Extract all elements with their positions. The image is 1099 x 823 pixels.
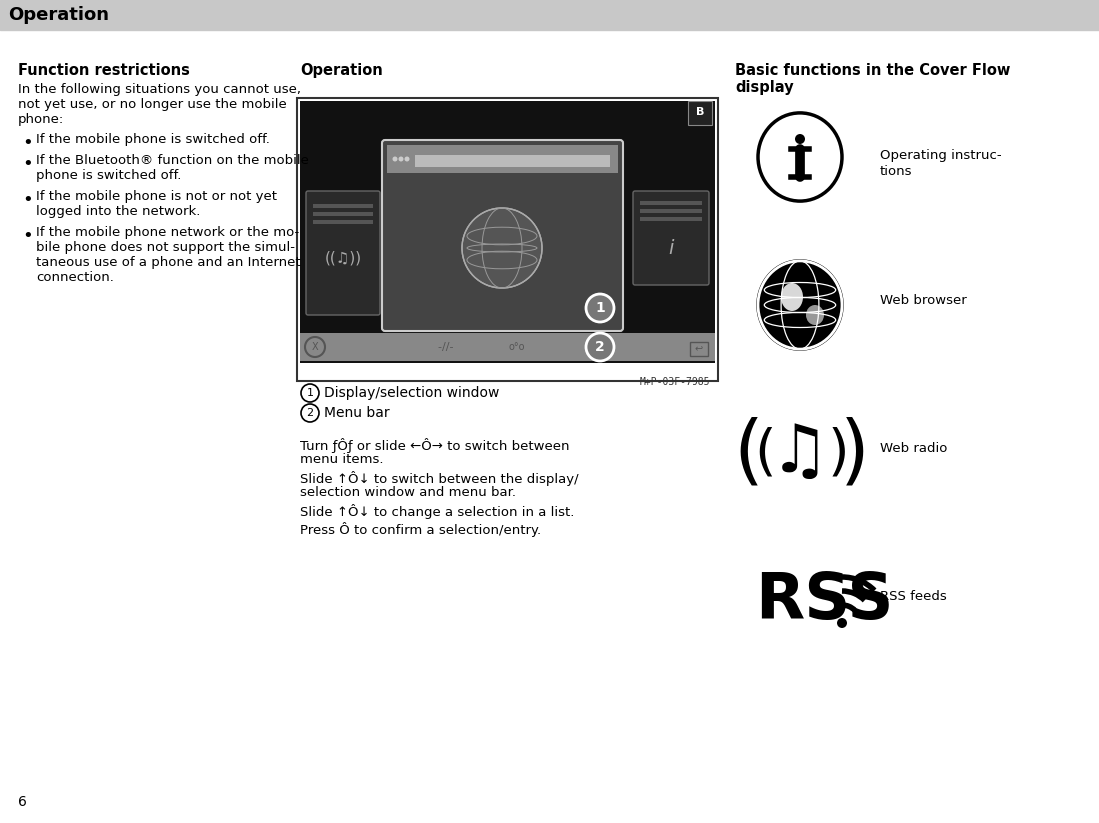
Text: •: • [22, 134, 33, 152]
Text: ((♫)): ((♫)) [324, 250, 362, 266]
Ellipse shape [758, 261, 842, 349]
FancyBboxPatch shape [633, 191, 709, 285]
Text: (: ( [754, 426, 776, 480]
Text: ): ) [840, 416, 870, 490]
Text: 2: 2 [307, 408, 313, 418]
Bar [313, 220, 373, 224]
Text: display: display [735, 80, 793, 95]
Text: Display/selection window: Display/selection window [324, 386, 499, 400]
Text: -//-: -//- [437, 342, 456, 352]
Text: 1: 1 [307, 388, 313, 398]
Text: If the mobile phone network or the mo-: If the mobile phone network or the mo- [36, 226, 299, 239]
Text: Operation: Operation [300, 63, 382, 78]
Text: RSS feeds: RSS feeds [880, 589, 946, 602]
Bar [640, 209, 702, 213]
Bar [313, 204, 373, 208]
Circle shape [795, 134, 804, 144]
Circle shape [301, 384, 319, 402]
Text: selection window and menu bar.: selection window and menu bar. [300, 486, 517, 499]
Bar [0, 0, 1099, 30]
Text: Function restrictions: Function restrictions [18, 63, 190, 78]
Text: Menu bar: Menu bar [324, 406, 390, 420]
Text: •: • [22, 155, 33, 173]
Text: Press Ô to confirm a selection/entry.: Press Ô to confirm a selection/entry. [300, 522, 541, 537]
Circle shape [837, 618, 847, 628]
Circle shape [586, 294, 614, 322]
Bar [415, 155, 610, 167]
Circle shape [392, 156, 398, 161]
Ellipse shape [781, 283, 803, 311]
FancyBboxPatch shape [382, 140, 623, 331]
Bar [300, 333, 715, 361]
Bar [300, 101, 715, 363]
Text: logged into the network.: logged into the network. [36, 205, 200, 218]
Text: i: i [668, 239, 674, 258]
Text: If the mobile phone is switched off.: If the mobile phone is switched off. [36, 133, 270, 146]
Text: o°o: o°o [509, 342, 525, 352]
Text: X: X [312, 342, 319, 352]
Bar [640, 201, 702, 205]
Text: •: • [22, 191, 33, 209]
Text: ♫: ♫ [770, 420, 830, 486]
Text: ↩: ↩ [695, 344, 703, 354]
Circle shape [301, 404, 319, 422]
Bar [313, 212, 373, 216]
Text: Web browser: Web browser [880, 294, 967, 306]
Circle shape [586, 333, 614, 361]
Text: connection.: connection. [36, 271, 114, 284]
Text: (: ( [733, 416, 763, 490]
Ellipse shape [758, 113, 842, 201]
Text: phone is switched off.: phone is switched off. [36, 169, 181, 182]
Text: taneous use of a phone and an Internet: taneous use of a phone and an Internet [36, 256, 301, 269]
Bar [690, 342, 708, 356]
Text: 1: 1 [596, 301, 604, 315]
Text: If the mobile phone is not or not yet: If the mobile phone is not or not yet [36, 190, 277, 203]
Text: bile phone does not support the simul-: bile phone does not support the simul- [36, 241, 295, 254]
Text: Slide ↑Ô↓ to switch between the display/: Slide ↑Ô↓ to switch between the display/ [300, 471, 579, 486]
Ellipse shape [806, 305, 824, 325]
Text: Slide ↑Ô↓ to change a selection in a list.: Slide ↑Ô↓ to change a selection in a lis… [300, 504, 575, 519]
Circle shape [404, 156, 410, 161]
Circle shape [399, 156, 403, 161]
Text: not yet use, or no longer use the mobile: not yet use, or no longer use the mobile [18, 98, 287, 111]
Bar [640, 217, 702, 221]
Text: M+P-03F-7985: M+P-03F-7985 [640, 377, 710, 387]
Text: menu items.: menu items. [300, 453, 384, 466]
Bar [387, 145, 618, 173]
Text: In the following situations you cannot use,: In the following situations you cannot u… [18, 83, 301, 96]
Text: If the Bluetooth® function on the mobile: If the Bluetooth® function on the mobile [36, 154, 309, 167]
Text: tions: tions [880, 165, 912, 178]
Text: Basic functions in the Cover Flow: Basic functions in the Cover Flow [735, 63, 1010, 78]
Bar [297, 98, 718, 381]
Text: RSS: RSS [755, 570, 893, 632]
Ellipse shape [462, 208, 542, 288]
Text: Web radio: Web radio [880, 441, 947, 454]
FancyBboxPatch shape [306, 191, 380, 315]
Text: 6: 6 [18, 795, 26, 809]
Text: •: • [22, 227, 33, 245]
Text: 2: 2 [596, 340, 604, 354]
Text: ): ) [828, 426, 848, 480]
Text: phone:: phone: [18, 113, 64, 126]
Text: Operating instruc-: Operating instruc- [880, 149, 1001, 162]
Text: B: B [696, 107, 704, 117]
Text: Turn ƒÔƒ or slide ←Ô→ to switch between: Turn ƒÔƒ or slide ←Ô→ to switch between [300, 438, 569, 453]
Text: Operation: Operation [8, 6, 109, 24]
FancyBboxPatch shape [688, 101, 712, 125]
